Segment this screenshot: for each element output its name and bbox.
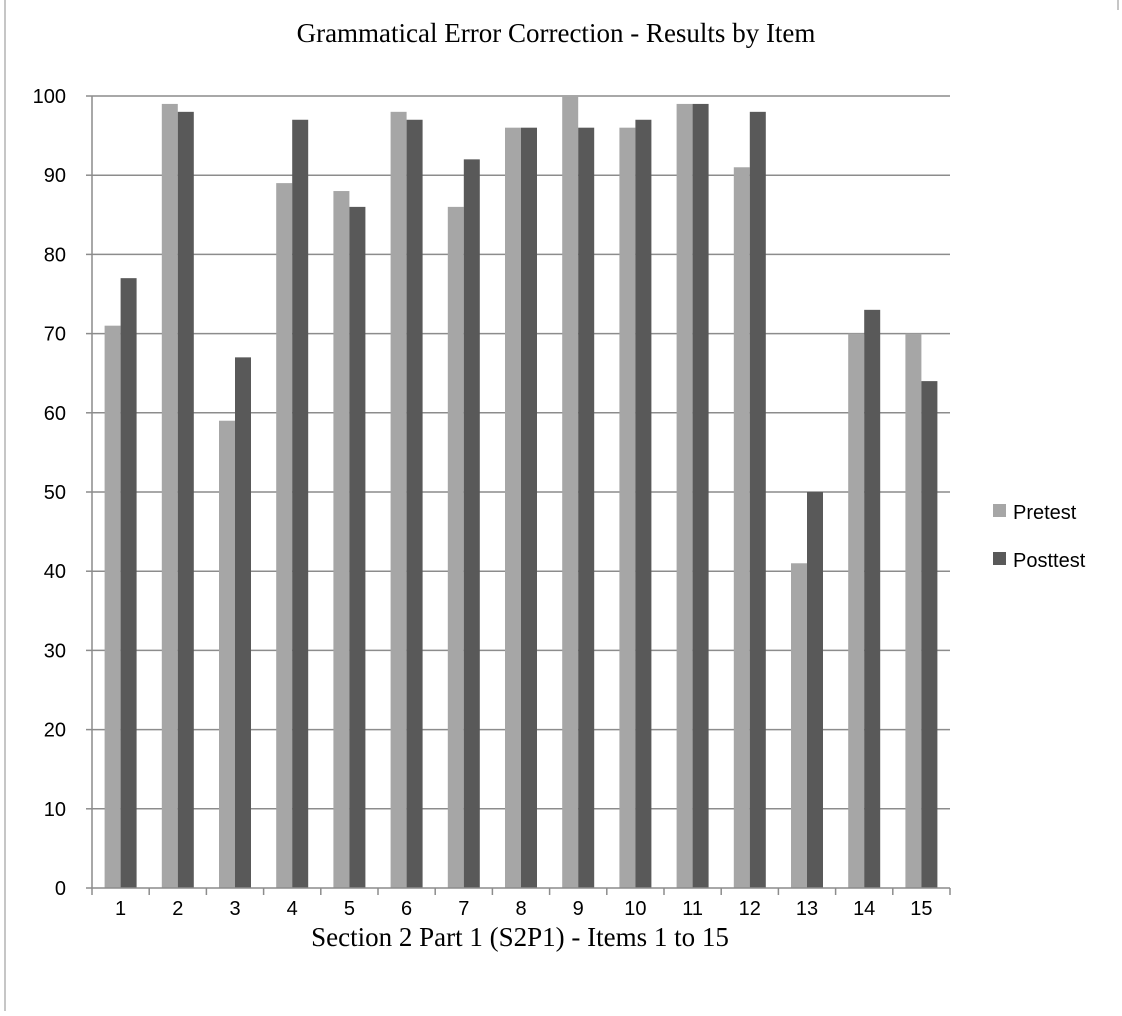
y-tick-label: 80 (44, 244, 66, 266)
bar-posttest-12 (749, 111, 766, 889)
bar-posttest-14 (864, 309, 881, 889)
y-tick-label: 40 (44, 561, 66, 583)
bar-pretest-14 (848, 333, 865, 889)
x-tick-label: 9 (573, 898, 584, 920)
bar-posttest-9 (578, 127, 595, 889)
bar-posttest-5 (349, 206, 366, 888)
legend-label-pretest: Pretest (1013, 502, 1077, 524)
bar-pretest-1 (104, 325, 121, 888)
legend-swatch-posttest (993, 552, 1006, 565)
bar-pretest-2 (161, 103, 178, 889)
x-tick-label: 3 (229, 898, 240, 920)
x-tick-label: 15 (910, 898, 932, 920)
x-tick-label: 6 (401, 898, 412, 920)
x-tick-label: 12 (739, 898, 761, 920)
axes (91, 96, 951, 895)
bar-posttest-7 (463, 159, 480, 889)
bar-posttest-4 (292, 119, 309, 888)
y-tick-label: 100 (33, 86, 66, 108)
x-tick-label: 13 (796, 898, 818, 920)
bar-pretest-3 (219, 420, 235, 888)
bars (104, 96, 938, 889)
x-tick-label: 8 (515, 898, 526, 920)
bar-pretest-5 (333, 191, 350, 889)
bar-pretest-12 (733, 167, 750, 888)
x-tick-label: 4 (287, 898, 298, 920)
y-tick-label: 10 (44, 799, 66, 821)
bar-posttest-2 (177, 111, 194, 889)
bar-pretest-9 (562, 96, 579, 888)
bar-pretest-11 (676, 103, 693, 889)
y-tick-label: 90 (44, 165, 66, 187)
chart-title: Grammatical Error Correction - Results b… (297, 18, 816, 48)
y-tick-label: 30 (44, 640, 66, 662)
bar-posttest-13 (807, 492, 823, 888)
bar-pretest-15 (905, 333, 922, 889)
y-tick-label: 0 (55, 878, 66, 900)
y-tick-label: 70 (44, 324, 66, 346)
x-tick-labels: 1 2 3 4 5 6 7 8 9 10 11 12 13 14 15 (115, 898, 932, 920)
bar-posttest-1 (120, 278, 137, 888)
bar-posttest-15 (921, 381, 938, 888)
legend-swatch-pretest (993, 504, 1006, 517)
x-axis-label: Section 2 Part 1 (S2P1) - Items 1 to 15 (311, 922, 729, 952)
bar-pretest-7 (447, 206, 464, 888)
legend: Pretest Posttest (993, 502, 1086, 572)
x-tick-label: 7 (458, 898, 469, 920)
bar-posttest-3 (235, 357, 251, 888)
bar-pretest-10 (619, 127, 636, 889)
x-tick-label: 2 (172, 898, 183, 920)
bar-posttest-6 (406, 119, 423, 888)
bar-pretest-8 (505, 127, 521, 889)
bar-posttest-8 (521, 127, 537, 889)
x-tick-label: 11 (682, 898, 703, 920)
x-tick-label: 14 (853, 898, 875, 920)
legend-label-posttest: Posttest (1013, 550, 1086, 572)
bar-pretest-6 (390, 111, 407, 889)
y-tick-label: 50 (44, 482, 66, 504)
y-tick-label: 20 (44, 720, 66, 742)
x-tick-label: 10 (624, 898, 646, 920)
bar-pretest-4 (276, 183, 293, 888)
x-tick-label: 5 (344, 898, 355, 920)
y-tick-labels: 0 10 20 30 40 50 60 70 80 90 100 (33, 86, 66, 900)
bar-posttest-10 (635, 119, 652, 888)
bar-posttest-11 (692, 103, 709, 889)
y-tick-label: 60 (44, 403, 66, 425)
bar-pretest-13 (791, 563, 807, 888)
x-tick-label: 1 (115, 898, 126, 920)
